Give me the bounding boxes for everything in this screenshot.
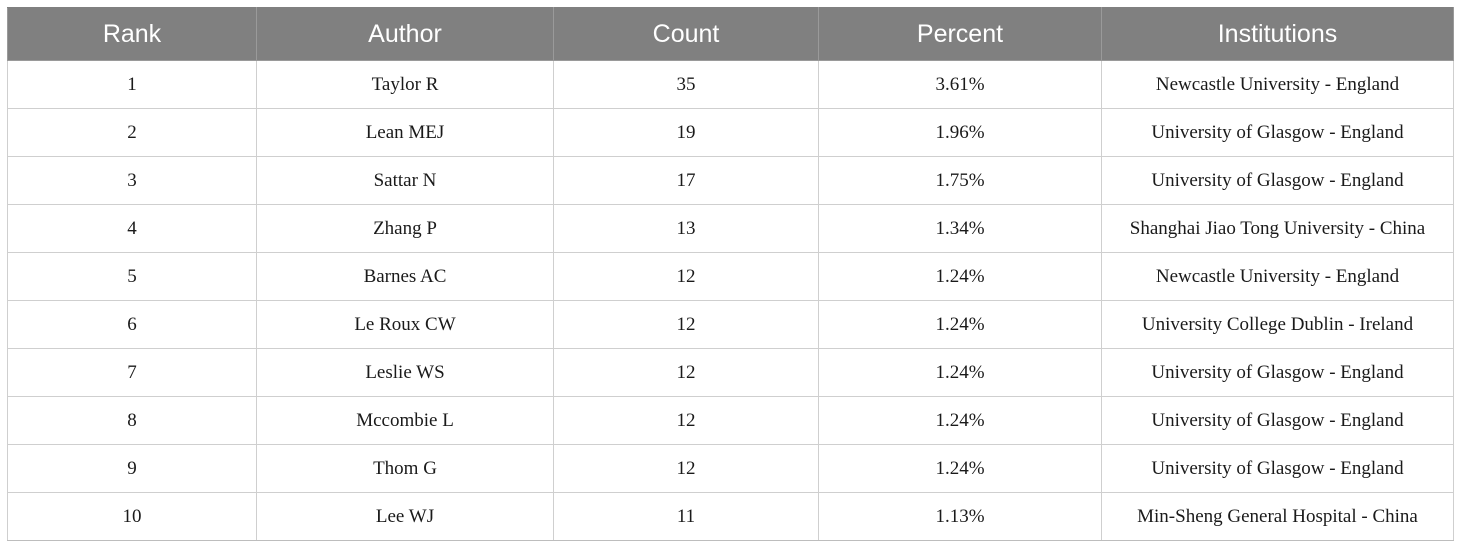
cell-percent: 1.96% [818, 108, 1102, 157]
cell-percent: 1.24% [818, 348, 1102, 397]
cell-count: 35 [553, 60, 819, 109]
table-row: 9 Thom G 12 1.24% University of Glasgow … [7, 444, 1454, 493]
cell-percent: 1.24% [818, 252, 1102, 301]
cell-rank: 3 [7, 156, 257, 205]
cell-percent: 1.13% [818, 492, 1102, 541]
cell-percent: 1.24% [818, 396, 1102, 445]
cell-institution: University of Glasgow - England [1101, 444, 1454, 493]
cell-institution: Newcastle University - England [1101, 252, 1454, 301]
cell-percent: 1.24% [818, 300, 1102, 349]
cell-institution: Min-Sheng General Hospital - China [1101, 492, 1454, 541]
cell-percent: 3.61% [818, 60, 1102, 109]
table-row: 6 Le Roux CW 12 1.24% University College… [7, 300, 1454, 349]
cell-institution: Shanghai Jiao Tong University - China [1101, 204, 1454, 253]
cell-author: Sattar N [256, 156, 554, 205]
table-row: 1 Taylor R 35 3.61% Newcastle University… [7, 60, 1454, 109]
cell-count: 11 [553, 492, 819, 541]
table-row: 4 Zhang P 13 1.34% Shanghai Jiao Tong Un… [7, 204, 1454, 253]
cell-count: 12 [553, 348, 819, 397]
cell-author: Leslie WS [256, 348, 554, 397]
header-author: Author [256, 7, 554, 61]
cell-rank: 8 [7, 396, 257, 445]
cell-institution: University of Glasgow - England [1101, 108, 1454, 157]
cell-rank: 7 [7, 348, 257, 397]
cell-count: 12 [553, 252, 819, 301]
cell-count: 13 [553, 204, 819, 253]
cell-author: Barnes AC [256, 252, 554, 301]
cell-rank: 4 [7, 204, 257, 253]
authors-table-container: Rank Author Count Percent Institutions 1… [7, 7, 1454, 541]
authors-table: Rank Author Count Percent Institutions 1… [7, 7, 1454, 541]
cell-institution: University College Dublin - Ireland [1101, 300, 1454, 349]
cell-author: Mccombie L [256, 396, 554, 445]
header-row: Rank Author Count Percent Institutions [7, 7, 1454, 61]
cell-author: Le Roux CW [256, 300, 554, 349]
cell-rank: 2 [7, 108, 257, 157]
table-body: 1 Taylor R 35 3.61% Newcastle University… [7, 60, 1454, 541]
cell-rank: 6 [7, 300, 257, 349]
cell-count: 12 [553, 396, 819, 445]
header-rank: Rank [7, 7, 257, 61]
table-row: 7 Leslie WS 12 1.24% University of Glasg… [7, 348, 1454, 397]
cell-institution: University of Glasgow - England [1101, 156, 1454, 205]
cell-institution: Newcastle University - England [1101, 60, 1454, 109]
table-header: Rank Author Count Percent Institutions [7, 7, 1454, 61]
cell-institution: University of Glasgow - England [1101, 396, 1454, 445]
header-institutions: Institutions [1101, 7, 1454, 61]
cell-author: Zhang P [256, 204, 554, 253]
cell-rank: 10 [7, 492, 257, 541]
header-count: Count [553, 7, 819, 61]
cell-author: Lean MEJ [256, 108, 554, 157]
cell-count: 19 [553, 108, 819, 157]
cell-rank: 5 [7, 252, 257, 301]
cell-rank: 1 [7, 60, 257, 109]
table-row: 10 Lee WJ 11 1.13% Min-Sheng General Hos… [7, 492, 1454, 541]
cell-percent: 1.34% [818, 204, 1102, 253]
table-row: 8 Mccombie L 12 1.24% University of Glas… [7, 396, 1454, 445]
header-percent: Percent [818, 7, 1102, 61]
cell-percent: 1.24% [818, 444, 1102, 493]
cell-percent: 1.75% [818, 156, 1102, 205]
cell-count: 17 [553, 156, 819, 205]
cell-institution: University of Glasgow - England [1101, 348, 1454, 397]
table-row: 5 Barnes AC 12 1.24% Newcastle Universit… [7, 252, 1454, 301]
cell-count: 12 [553, 444, 819, 493]
cell-author: Lee WJ [256, 492, 554, 541]
cell-author: Thom G [256, 444, 554, 493]
cell-count: 12 [553, 300, 819, 349]
cell-author: Taylor R [256, 60, 554, 109]
cell-rank: 9 [7, 444, 257, 493]
table-row: 2 Lean MEJ 19 1.96% University of Glasgo… [7, 108, 1454, 157]
table-row: 3 Sattar N 17 1.75% University of Glasgo… [7, 156, 1454, 205]
